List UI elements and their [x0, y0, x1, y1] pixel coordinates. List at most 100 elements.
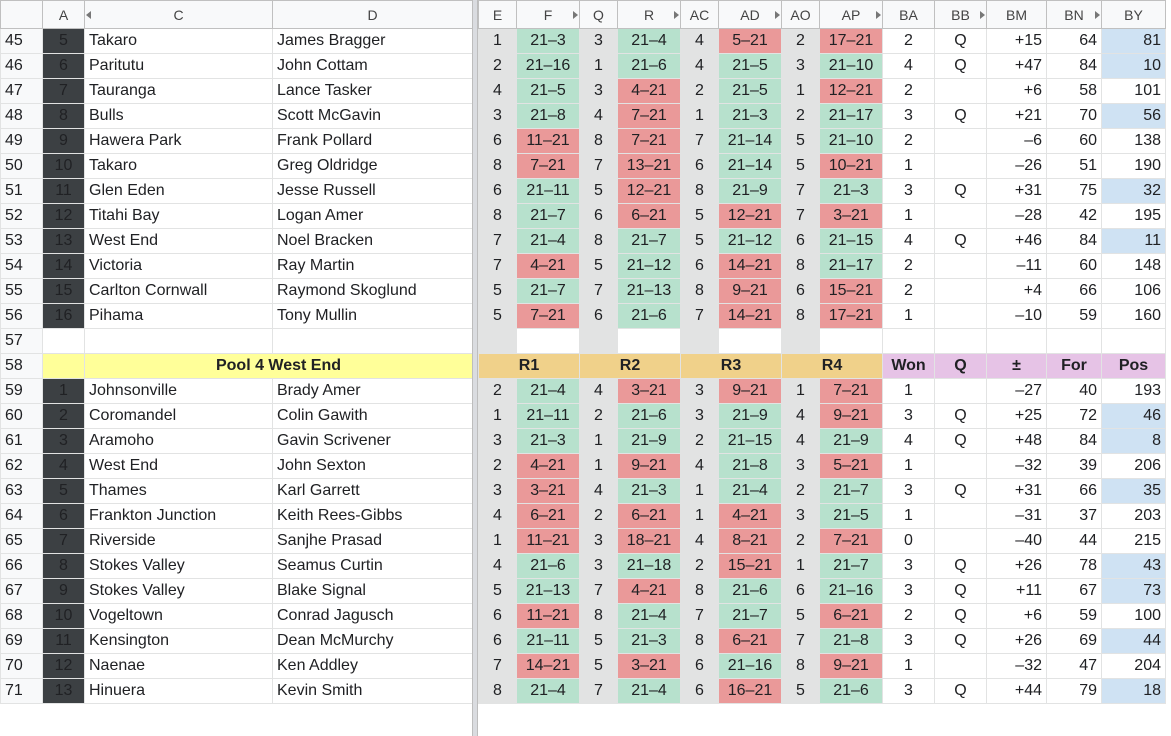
cell-bn[interactable]: 59: [1046, 603, 1102, 629]
row-number[interactable]: 66: [0, 553, 43, 579]
cell-ao[interactable]: 3: [781, 53, 820, 79]
cell-q[interactable]: 6: [579, 203, 618, 229]
cell-pos[interactable]: 14: [42, 253, 85, 279]
cell-e[interactable]: 2: [478, 378, 517, 404]
cell-player[interactable]: Conrad Jagusch: [272, 603, 473, 629]
cell-ad[interactable]: 21–6: [718, 578, 782, 604]
cell-ao[interactable]: 6: [781, 578, 820, 604]
cell-club[interactable]: Takaro: [84, 153, 273, 179]
cell-ap[interactable]: 10–21: [819, 153, 883, 179]
cell-club[interactable]: Aramoho: [84, 428, 273, 454]
cell-player[interactable]: Colin Gawith: [272, 403, 473, 429]
cell-ba[interactable]: 3: [882, 578, 935, 604]
cell-ap[interactable]: 15–21: [819, 278, 883, 304]
cell-bm[interactable]: +31: [986, 178, 1047, 204]
cell-r[interactable]: 21–4: [617, 678, 681, 704]
cell-bm[interactable]: –11: [986, 253, 1047, 279]
cell-bn[interactable]: 44: [1046, 528, 1102, 554]
cell-bm[interactable]: –27: [986, 378, 1047, 404]
cell-pos[interactable]: 6: [42, 503, 85, 529]
cell-pos[interactable]: 7: [42, 78, 85, 104]
cell-f[interactable]: 21–7: [516, 278, 580, 304]
cell-ao[interactable]: 7: [781, 203, 820, 229]
cell-ba[interactable]: 4: [882, 228, 935, 254]
cell-club[interactable]: Thames: [84, 478, 273, 504]
column-header-ad[interactable]: AD: [718, 0, 782, 29]
cell-ba[interactable]: 2: [882, 253, 935, 279]
cell-club[interactable]: Glen Eden: [84, 178, 273, 204]
cell-ba[interactable]: 1: [882, 303, 935, 329]
cell-empty[interactable]: [934, 328, 987, 354]
cell-ap[interactable]: 21–10: [819, 128, 883, 154]
cell-by[interactable]: 11: [1101, 228, 1166, 254]
cell-e[interactable]: 6: [478, 178, 517, 204]
cell-club[interactable]: Frankton Junction: [84, 503, 273, 529]
cell-ap[interactable]: 21–16: [819, 578, 883, 604]
row-number[interactable]: 55: [0, 278, 43, 304]
cell-by[interactable]: 148: [1101, 253, 1166, 279]
cell-bb[interactable]: [934, 153, 987, 179]
row-number[interactable]: 63: [0, 478, 43, 504]
cell-bn[interactable]: 60: [1046, 253, 1102, 279]
cell-f[interactable]: 4–21: [516, 253, 580, 279]
cell-empty[interactable]: [882, 328, 935, 354]
cell-ac[interactable]: 4: [680, 528, 719, 554]
cell-ac[interactable]: 8: [680, 178, 719, 204]
cell-f[interactable]: 21–3: [516, 428, 580, 454]
cell-q[interactable]: 4: [579, 103, 618, 129]
cell-ba[interactable]: 2: [882, 278, 935, 304]
cell-pos[interactable]: 11: [42, 178, 85, 204]
cell-club[interactable]: Hawera Park: [84, 128, 273, 154]
cell-bm[interactable]: +25: [986, 403, 1047, 429]
cell-pos[interactable]: 16: [42, 303, 85, 329]
cell-bb[interactable]: Q: [934, 28, 987, 54]
cell-empty[interactable]: [718, 328, 782, 354]
cell-ap[interactable]: 3–21: [819, 203, 883, 229]
cell-pos[interactable]: 5: [42, 478, 85, 504]
cell-club[interactable]: West End: [84, 453, 273, 479]
cell-ao[interactable]: 6: [781, 278, 820, 304]
column-header-d[interactable]: D: [272, 0, 473, 29]
cell-bm[interactable]: –40: [986, 528, 1047, 554]
cell-player[interactable]: Logan Amer: [272, 203, 473, 229]
cell-ap[interactable]: 6–21: [819, 603, 883, 629]
cell-r[interactable]: 7–21: [617, 103, 681, 129]
cell-player[interactable]: Greg Oldridge: [272, 153, 473, 179]
header-r1[interactable]: R1: [478, 353, 580, 379]
cell-bn[interactable]: 37: [1046, 503, 1102, 529]
cell-f[interactable]: 11–21: [516, 528, 580, 554]
cell-ac[interactable]: 1: [680, 503, 719, 529]
cell-q[interactable]: 3: [579, 528, 618, 554]
cell-e[interactable]: 5: [478, 303, 517, 329]
cell-club[interactable]: Victoria: [84, 253, 273, 279]
cell-ap[interactable]: 21–5: [819, 503, 883, 529]
cell-pos[interactable]: 2: [42, 403, 85, 429]
cell-bm[interactable]: +6: [986, 603, 1047, 629]
column-header-bn[interactable]: BN: [1046, 0, 1102, 29]
cell-by[interactable]: 190: [1101, 153, 1166, 179]
row-number[interactable]: 46: [0, 53, 43, 79]
row-number[interactable]: 69: [0, 628, 43, 654]
row-number[interactable]: 45: [0, 28, 43, 54]
row-number[interactable]: 57: [0, 328, 43, 354]
cell-ad[interactable]: 14–21: [718, 303, 782, 329]
cell-player[interactable]: Scott McGavin: [272, 103, 473, 129]
cell-pos[interactable]: 7: [42, 528, 85, 554]
cell-by[interactable]: 32: [1101, 178, 1166, 204]
column-header-r[interactable]: R: [617, 0, 681, 29]
cell-e[interactable]: 1: [478, 403, 517, 429]
row-number[interactable]: 70: [0, 653, 43, 679]
cell-ba[interactable]: 3: [882, 478, 935, 504]
cell-q[interactable]: 3: [579, 78, 618, 104]
cell-club[interactable]: Vogeltown: [84, 603, 273, 629]
header-pos[interactable]: Pos: [1101, 353, 1166, 379]
cell-bm[interactable]: +46: [986, 228, 1047, 254]
cell-player[interactable]: Blake Signal: [272, 578, 473, 604]
cell-by[interactable]: 10: [1101, 53, 1166, 79]
row-number[interactable]: 68: [0, 603, 43, 629]
cell-club[interactable]: Pihama: [84, 303, 273, 329]
cell-e[interactable]: 7: [478, 228, 517, 254]
cell-ac[interactable]: 4: [680, 453, 719, 479]
cell-ad[interactable]: 8–21: [718, 528, 782, 554]
cell-e[interactable]: 4: [478, 503, 517, 529]
